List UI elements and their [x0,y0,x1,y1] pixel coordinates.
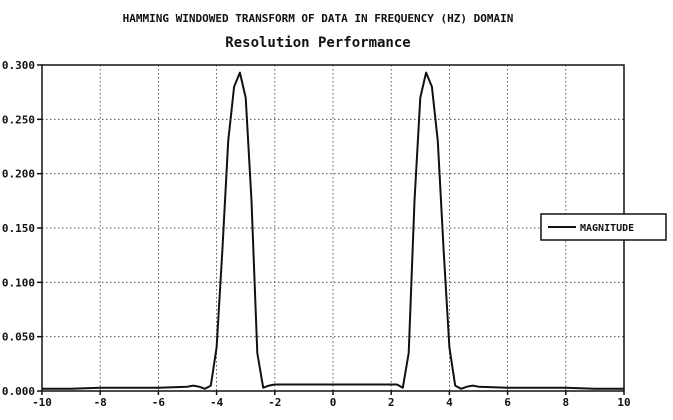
x-tick-label: -2 [268,396,281,409]
y-tick-label: 0.050 [2,331,35,344]
y-tick-label: 0.200 [2,168,35,181]
x-tick-label: 6 [504,396,511,409]
x-tick-label: -4 [210,396,224,409]
x-tick-label: -10 [32,396,52,409]
legend-label: MAGNITUDE [580,223,634,234]
y-tick-label: 0.100 [2,276,35,289]
x-tick-label: 10 [617,396,630,409]
x-tick-label: 8 [562,396,569,409]
x-tick-label: 4 [446,396,453,409]
y-tick-label: 0.250 [2,113,35,126]
x-tick-label: -8 [94,396,107,409]
x-tick-label: -6 [152,396,166,409]
chart-subtitle: Resolution Performance [225,35,410,51]
x-tick-label: 0 [330,396,337,409]
x-tick-label: 2 [388,396,395,409]
y-tick-label: 0.000 [2,385,35,398]
grid [42,65,624,391]
data-lines [42,71,624,390]
y-tick-label: 0.150 [2,222,35,235]
tick-labels: -10 -8 -6 -4 -2 0 2 4 6 8 10 0.000 0.050 0.100 0.150 0.… [2,59,631,409]
series-line-magnitude [42,71,624,390]
y-tick-label: 0.300 [2,59,35,72]
legend: MAGNITUDE [540,213,667,241]
chart-title: HAMMING WINDOWED TRANSFORM OF DATA IN FR… [123,12,514,25]
